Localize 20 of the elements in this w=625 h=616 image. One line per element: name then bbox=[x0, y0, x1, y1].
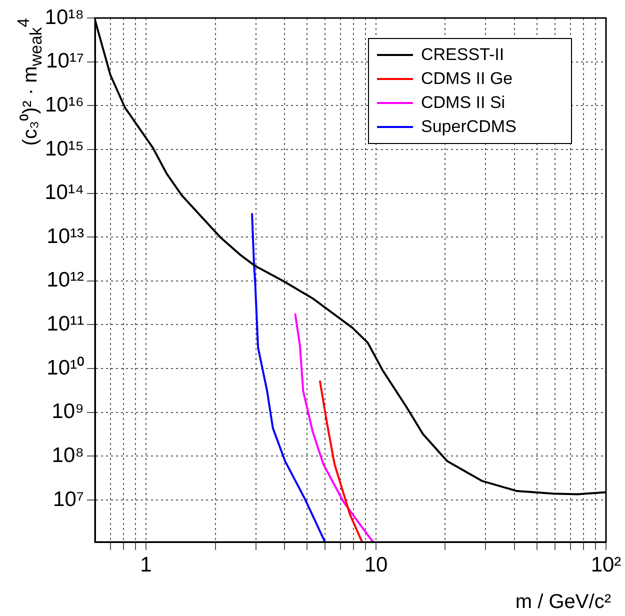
y-tick-label: 10⁹ bbox=[52, 400, 84, 424]
x-tick-label: 10² bbox=[590, 553, 622, 576]
x-axis-title: m / GeV/c² bbox=[515, 591, 611, 614]
x-tick-label: 1 bbox=[140, 553, 152, 576]
x-tick-label: 10 bbox=[364, 553, 388, 576]
y-tick-label: 10¹⁰ bbox=[46, 356, 84, 380]
legend-label: CRESST-II bbox=[421, 45, 504, 65]
y-tick-label: 10¹⁷ bbox=[46, 50, 84, 73]
legend-label: CDMS II Si bbox=[421, 93, 506, 113]
y-tick-label: 10⁷ bbox=[53, 488, 84, 511]
y-tick-label: 10⁸ bbox=[52, 444, 84, 467]
y-tick-label: 10¹⁶ bbox=[45, 93, 84, 116]
y-tick-label: 10¹² bbox=[46, 268, 84, 292]
y-tick-label: 10¹⁵ bbox=[44, 137, 84, 160]
legend-label: SuperCDMS bbox=[421, 117, 516, 137]
legend-label: CDMS II Ge bbox=[421, 69, 513, 89]
y-tick-label: 10¹³ bbox=[46, 224, 84, 248]
y-tick-label: 10¹¹ bbox=[46, 312, 84, 336]
y-tick-label: 10¹⁸ bbox=[44, 6, 84, 29]
y-tick-label: 10¹⁴ bbox=[44, 181, 84, 204]
